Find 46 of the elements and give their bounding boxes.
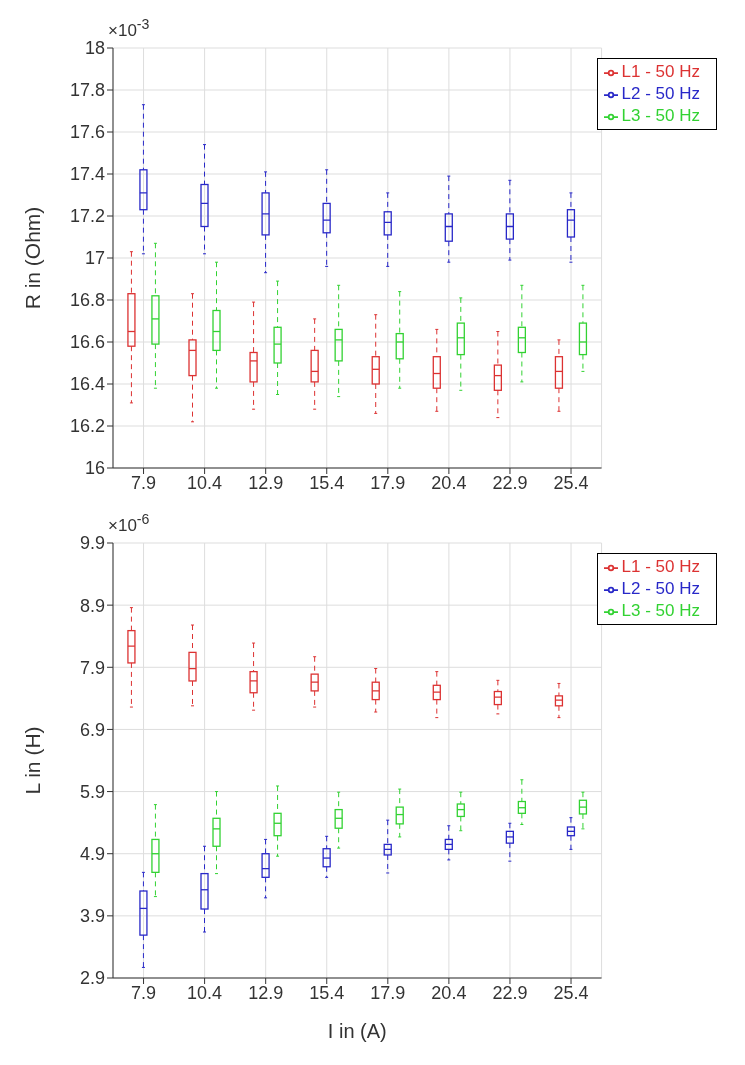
legend-label: L2 - 50 Hz <box>621 579 700 598</box>
x-tick-label: 22.9 <box>492 982 528 1003</box>
x-tick-label: 25.4 <box>553 472 589 493</box>
y-tick-label: 17.6 <box>69 122 105 143</box>
x-tick-label: 12.9 <box>248 472 284 493</box>
x-tick-label: 17.9 <box>370 982 406 1003</box>
text: ×10$^{-6}$ <box>108 511 150 536</box>
y-tick-label: 17 <box>84 248 105 269</box>
y-tick-label: 2.9 <box>79 968 105 989</box>
y-tick-label: 17.4 <box>69 164 105 185</box>
y-tick-label: 4.9 <box>79 844 105 865</box>
y-axis-title: L in (H) <box>21 726 45 795</box>
y-tick-label: 5.9 <box>79 781 105 802</box>
x-tick-label: 7.9 <box>131 472 157 493</box>
x-tick-label: 20.4 <box>431 472 467 493</box>
text: ×10$^{-3}$ <box>108 16 150 41</box>
legend-label: L3 - 50 Hz <box>621 601 700 620</box>
x-tick-label: 20.4 <box>431 982 467 1003</box>
legend-label: L1 - 50 Hz <box>621 62 700 81</box>
x-tick-label: 17.9 <box>370 472 406 493</box>
x-tick-label: 15.4 <box>309 472 345 493</box>
legend-label: L1 - 50 Hz <box>621 557 700 576</box>
y-tick-label: 16.4 <box>69 374 105 395</box>
x-tick-label: 10.4 <box>187 472 223 493</box>
y-tick-label: 9.9 <box>79 533 105 554</box>
x-tick-label: 25.4 <box>553 982 589 1003</box>
y-tick-label: 6.9 <box>79 719 105 740</box>
y-tick-label: 16.8 <box>69 290 105 311</box>
y-tick-label: 3.9 <box>79 906 105 927</box>
x-tick-label: 7.9 <box>131 982 157 1003</box>
y-axis-title: R in (Ohm) <box>21 206 45 310</box>
x-tick-label: 10.4 <box>187 982 223 1003</box>
x-tick-label: 15.4 <box>309 982 345 1003</box>
x-axis-title: I in (A) <box>327 1020 387 1042</box>
y-tick-label: 7.9 <box>79 657 105 678</box>
y-tick-label: 16.2 <box>69 416 105 437</box>
y-tick-label: 16 <box>84 458 105 479</box>
y-tick-label: 17.2 <box>69 206 105 227</box>
y-tick-label: 17.8 <box>69 80 105 101</box>
x-tick-label: 12.9 <box>248 982 284 1003</box>
x-tick-label: 22.9 <box>492 472 528 493</box>
legend-label: L2 - 50 Hz <box>621 84 700 103</box>
y-tick-label: 8.9 <box>79 595 105 616</box>
y-tick-label: 16.6 <box>69 332 105 353</box>
legend-label: L3 - 50 Hz <box>621 106 700 125</box>
y-tick-label: 18 <box>84 38 105 59</box>
